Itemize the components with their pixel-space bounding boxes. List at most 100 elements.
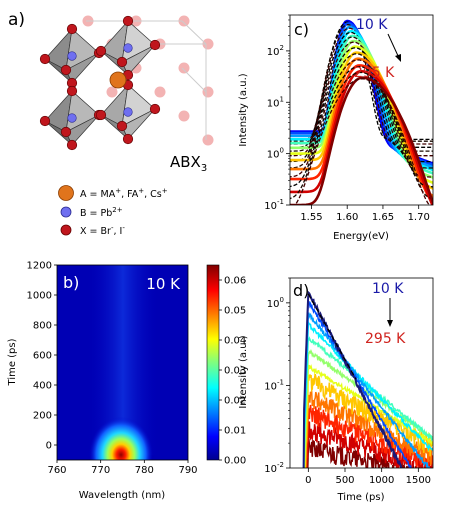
x-ion-back [178, 110, 190, 122]
panel-a: a) ABX3 A = MA+, FA+, Cs+ B = Pb2+ X = B… [8, 10, 214, 237]
x-site-atom [60, 64, 72, 76]
x-tick-label: 1500 [406, 475, 431, 486]
panel-c-xlabel: Energy(eV) [333, 231, 389, 242]
panel-d-temp-low: 10 K [372, 281, 404, 297]
y-tick-label: 100 [267, 296, 284, 310]
decay-curve [302, 320, 433, 468]
y-tick-label: 100 [267, 147, 284, 161]
x-tick-label: 780 [135, 465, 154, 476]
decay-curve [305, 390, 433, 468]
colorbar-tick-label: 0.02 [224, 396, 246, 407]
octahedron-face [121, 44, 156, 76]
colorbar-tick-label: 0.00 [224, 456, 246, 467]
b-site-atom [123, 43, 133, 53]
octahedron-face [121, 108, 156, 140]
panel-b-xlabel: Wavelength (nm) [79, 490, 165, 501]
x-ion-back [202, 134, 214, 146]
x-tick-label: 790 [178, 465, 197, 476]
panel-c-plot [290, 19, 433, 205]
spectrum-fit [290, 65, 433, 188]
panel-b-label: b) [63, 273, 79, 292]
a-site-label: A = MA+, FA+, Cs+ [80, 187, 168, 200]
x-tick-label: 1.65 [372, 212, 394, 223]
y-tick-label: 800 [33, 321, 52, 332]
spectrum-curve [290, 64, 433, 205]
b-site-atom [67, 51, 77, 61]
y-tick-label: 10-1 [264, 378, 284, 392]
x-site-atom [39, 115, 51, 127]
panel-c: 10-1 100 101 102 1.55 1.60 1.65 1.70 c) 10 K 29… [238, 14, 434, 242]
y-tick-label: 1200 [27, 261, 52, 272]
colorbar-tick-label: 0.05 [224, 306, 246, 317]
x-site-atom [60, 126, 72, 138]
spectrum-fit [290, 41, 433, 157]
y-tick-label: 101 [267, 95, 284, 109]
y-tick-label: 200 [33, 411, 52, 422]
panel-d-plot [302, 290, 433, 468]
panel-c-ylabel: Intensity (a.u.) [238, 73, 249, 146]
perovskite-structure-illustration [39, 15, 214, 151]
x-tick-label: 1000 [369, 475, 394, 486]
decay-curve [307, 439, 424, 468]
bond-back [181, 67, 207, 93]
spectrum-curve [290, 34, 433, 175]
y-tick-label: 102 [267, 44, 284, 58]
octahedron-face [65, 52, 100, 84]
x-site-atom [116, 120, 128, 132]
x-site-label: X = Br-, I- [80, 224, 125, 237]
x-tick-label: 1.55 [300, 212, 322, 223]
panel-b-temperature: 10 K [146, 275, 181, 293]
panel-b-axes: 760 770 780 790 0 200 400 600 800 1000 1200 [27, 261, 198, 477]
panel-c-arrowhead [395, 54, 401, 62]
x-site-atom [116, 56, 128, 68]
panel-c-arrow [387, 33, 400, 59]
x-site-atom [149, 39, 161, 51]
x-site-atom [122, 15, 134, 27]
panel-d-ylabel: Intensity (a.u.) [238, 335, 249, 408]
colorbar-tick-label: 0.01 [224, 426, 246, 437]
x-site-marker [60, 224, 72, 236]
panel-d-frame [289, 277, 434, 469]
decay-fit [307, 293, 357, 380]
y-tick-label: 400 [33, 381, 52, 392]
b-site-marker [60, 206, 72, 218]
panel-c-temp-low: 10 K [356, 17, 388, 33]
y-tick-label: 1000 [27, 291, 52, 302]
x-site-atom [149, 103, 161, 115]
x-ion-back [202, 38, 214, 50]
x-tick-label: 760 [47, 465, 66, 476]
b-site-label: B = Pb2+ [80, 206, 123, 219]
colorbar-tick-label: 0.04 [224, 336, 246, 347]
b-site-atom [67, 113, 77, 123]
y-tick-label: 10-2 [264, 461, 284, 475]
heatmap-emission-peak [89, 413, 153, 460]
x-site-atom [95, 109, 107, 121]
x-site-atom [66, 23, 78, 35]
y-tick-label: 0 [46, 441, 52, 452]
colorbar [206, 264, 220, 461]
decay-curve [302, 312, 430, 468]
octahedron-face [65, 114, 100, 146]
x-tick-label: 1.60 [336, 212, 358, 223]
a-site-atom [109, 71, 127, 89]
x-site-atom [95, 45, 107, 57]
x-tick-label: 0 [305, 475, 311, 486]
formula-label: ABX3 [170, 153, 207, 174]
x-site-atom [66, 139, 78, 151]
panel-d-arrowhead [387, 320, 393, 327]
b-site-atom [123, 107, 133, 117]
panel-c-axes: 10-1 100 101 102 1.55 1.60 1.65 1.70 [264, 14, 430, 223]
x-ion-back [202, 86, 214, 98]
structure-legend: A = MA+, FA+, Cs+ B = Pb2+ X = Br-, I- [58, 185, 168, 237]
colorbar-tick-label: 0.03 [224, 366, 246, 377]
spectrum-curve [290, 70, 433, 205]
panel-b-ylabel: Time (ps) [7, 338, 18, 386]
x-tick-label: 1.70 [408, 212, 430, 223]
decay-curve [302, 301, 412, 468]
x-tick-label: 770 [91, 465, 110, 476]
x-site-atom [66, 85, 78, 97]
decay-curve [305, 421, 433, 468]
panel-a-label: a) [8, 10, 25, 30]
